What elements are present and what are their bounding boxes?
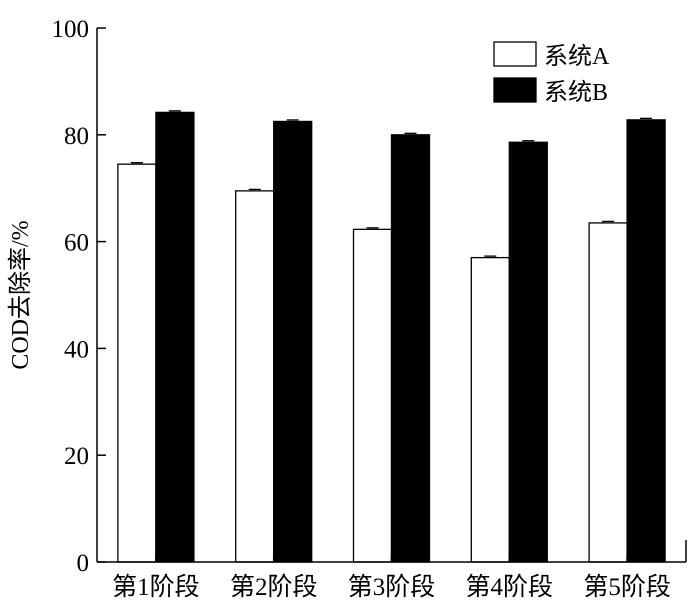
legend-swatch-system-a	[493, 41, 537, 67]
error-bars-group	[130, 110, 653, 257]
y-tick-label: 100	[52, 16, 90, 43]
bar-system-a	[352, 228, 393, 563]
x-category-label: 第3阶段	[348, 573, 436, 601]
y-tick-label: 0	[77, 550, 90, 577]
y-ticks-group: 0 20 40 60 80 100	[52, 16, 106, 577]
bar-system-a	[470, 256, 510, 563]
legend-label-system-b: 系统B	[544, 79, 608, 106]
x-labels-group: 第1阶段 第2阶段 第3阶段 第4阶段 第5阶段	[112, 554, 671, 601]
bar-system-b	[155, 111, 195, 563]
legend-label-system-a: 系统A	[544, 43, 610, 70]
legend-swatch-system-b	[493, 77, 537, 103]
bar-system-a	[235, 190, 275, 563]
y-tick-label: 60	[64, 230, 89, 257]
bar-system-b	[508, 141, 548, 563]
bar-system-b	[390, 134, 431, 563]
x-category-label: 第1阶段	[112, 573, 200, 601]
y-axis-title: COD去除率/%	[7, 220, 34, 369]
y-tick-label: 80	[64, 123, 89, 150]
bar-system-a	[117, 163, 157, 563]
bar-system-a	[588, 222, 628, 563]
x-category-label: 第4阶段	[466, 573, 554, 601]
legend: 系统A 系统B	[493, 41, 610, 106]
bars-group	[117, 111, 666, 563]
x-category-label: 第5阶段	[583, 573, 671, 601]
bar-system-b	[626, 119, 666, 563]
y-tick-label: 20	[64, 443, 89, 470]
x-category-label: 第2阶段	[230, 573, 318, 601]
bar-system-b	[273, 120, 313, 563]
y-tick-label: 40	[64, 336, 89, 363]
